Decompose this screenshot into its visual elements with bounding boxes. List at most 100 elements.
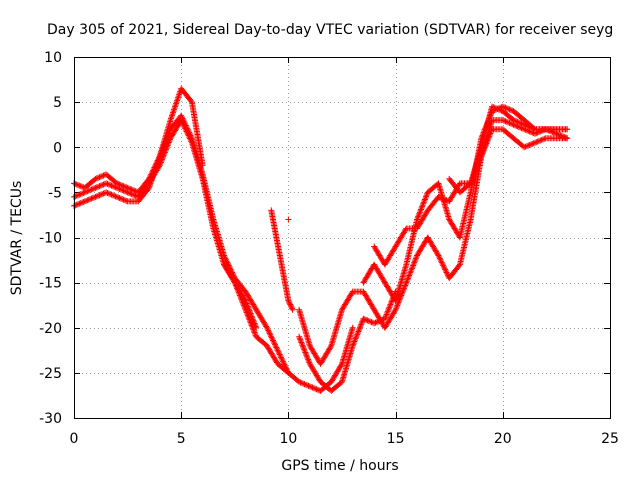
- data-point: [80, 189, 87, 196]
- data-point: [119, 196, 126, 203]
- data-point: [100, 181, 107, 188]
- data-point: [296, 335, 303, 342]
- data-point: [247, 318, 254, 325]
- data-point: [304, 353, 311, 360]
- data-point: [99, 191, 106, 198]
- data-point: [435, 252, 442, 259]
- data-point: [249, 323, 256, 330]
- data-point: [97, 182, 104, 189]
- data-point: [417, 207, 424, 214]
- data-point: [104, 189, 111, 196]
- data-point: [99, 173, 106, 180]
- data-point: [89, 185, 96, 192]
- data-point: [274, 345, 281, 352]
- data-point: [121, 188, 128, 195]
- data-point: [267, 331, 274, 338]
- data-point: [285, 297, 292, 304]
- data-point: [436, 255, 443, 262]
- data-point: [363, 316, 370, 323]
- data-point: [296, 333, 303, 340]
- data-point: [273, 344, 280, 351]
- series-track-c: [71, 85, 206, 209]
- data-point: [354, 329, 361, 336]
- data-point: [92, 193, 99, 200]
- data-point: [93, 193, 100, 200]
- data-point: [439, 195, 446, 202]
- data-point: [175, 94, 182, 101]
- data-point: [174, 97, 181, 104]
- data-point: [286, 298, 293, 305]
- data-point: [234, 285, 241, 292]
- data-point: [299, 342, 306, 349]
- data-point: [562, 134, 569, 141]
- data-point: [397, 295, 404, 302]
- data-point: [505, 105, 512, 112]
- data-point: [238, 296, 245, 303]
- data-point: [308, 383, 315, 390]
- data-point: [298, 339, 305, 346]
- data-point: [170, 109, 177, 116]
- y-tick-label: -10: [39, 231, 62, 247]
- x-tick-label: 0: [70, 431, 79, 447]
- data-point: [187, 97, 194, 104]
- data-point: [95, 174, 102, 181]
- data-point: [93, 184, 100, 191]
- data-point: [275, 348, 282, 355]
- data-point: [183, 128, 190, 135]
- data-point: [419, 202, 426, 209]
- data-point: [278, 355, 285, 362]
- data-point: [288, 304, 295, 311]
- y-tick-label: -5: [48, 185, 62, 201]
- data-point: [184, 129, 191, 136]
- data-point: [540, 136, 546, 143]
- data-point: [436, 194, 443, 201]
- data-point: [310, 385, 317, 392]
- data-point: [236, 292, 243, 299]
- data-point: [182, 125, 189, 132]
- data-point: [535, 138, 542, 145]
- data-point: [95, 183, 102, 190]
- data-point: [161, 149, 168, 156]
- data-point: [92, 175, 99, 182]
- data-point: [124, 189, 131, 196]
- data-point: [169, 112, 176, 119]
- data-point: [77, 200, 84, 207]
- data-point: [350, 339, 357, 346]
- data-point: [265, 327, 272, 334]
- y-tick-label: 5: [53, 95, 62, 111]
- data-point: [554, 131, 561, 138]
- data-point: [305, 356, 312, 363]
- data-point: [357, 322, 364, 329]
- data-point: [455, 262, 462, 269]
- data-point: [113, 184, 120, 191]
- data-point: [272, 341, 278, 348]
- data-point: [180, 121, 187, 128]
- data-point: [187, 136, 194, 143]
- data-point: [526, 123, 533, 130]
- data-point: [440, 262, 447, 269]
- data-point: [301, 348, 308, 355]
- data-point: [525, 142, 532, 149]
- data-point: [231, 278, 238, 285]
- data-point: [511, 117, 518, 124]
- data-point: [382, 314, 389, 321]
- data-point: [79, 190, 86, 197]
- data-point: [234, 286, 241, 293]
- data-point: [268, 334, 275, 341]
- data-point: [494, 105, 501, 112]
- data-point: [287, 302, 294, 309]
- data-point: [128, 191, 135, 198]
- data-point: [103, 180, 110, 187]
- data-point: [305, 358, 312, 364]
- data-point: [96, 192, 103, 199]
- data-point: [523, 122, 530, 129]
- data-point: [302, 381, 309, 388]
- series-track-b: [71, 117, 260, 331]
- data-point: [552, 130, 559, 137]
- data-point: [365, 317, 372, 324]
- data-point: [84, 197, 91, 204]
- data-point: [235, 288, 242, 295]
- data-point: [495, 106, 502, 113]
- data-point: [115, 185, 122, 192]
- data-point: [111, 192, 118, 199]
